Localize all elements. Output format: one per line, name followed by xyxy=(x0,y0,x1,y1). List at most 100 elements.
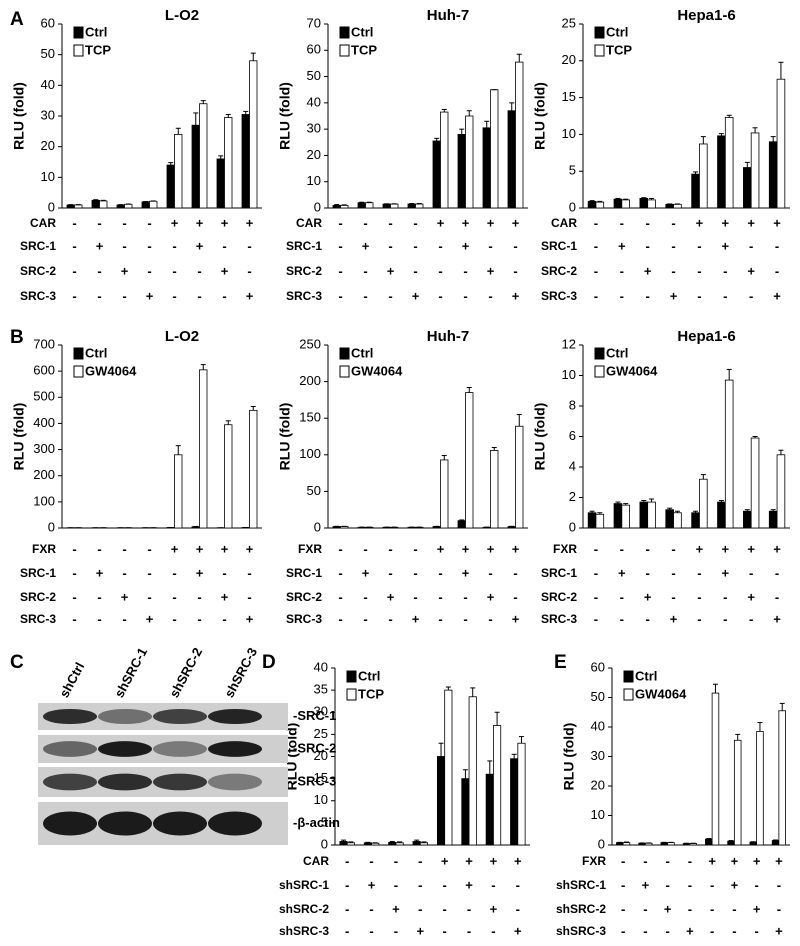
bar xyxy=(717,501,726,529)
blot-band xyxy=(208,708,262,725)
blot-band xyxy=(153,708,207,725)
condition-sign: - xyxy=(413,565,417,580)
error-bar xyxy=(615,197,621,200)
condition-sign: - xyxy=(438,238,442,253)
bar xyxy=(647,199,656,209)
condition-sign: - xyxy=(338,565,342,580)
y-tick-label: 15 xyxy=(562,89,576,104)
error-bar xyxy=(193,112,199,126)
y-tick-label: 70 xyxy=(307,15,321,30)
condition-label: shSRC-3 xyxy=(279,924,329,938)
error-bar xyxy=(243,110,249,115)
chart-title: L-O2 xyxy=(165,328,199,345)
error-bar xyxy=(441,455,447,460)
bar xyxy=(660,842,669,846)
condition-sign: - xyxy=(594,238,598,253)
condition-sign: - xyxy=(594,263,598,278)
condition-sign: + xyxy=(246,541,254,556)
condition-sign: - xyxy=(488,611,492,626)
condition-sign: + xyxy=(775,853,783,868)
y-tick-label: 20 xyxy=(307,147,321,162)
legend-swatch xyxy=(73,365,84,378)
error-bar xyxy=(773,839,779,841)
condition-sign: - xyxy=(438,263,442,278)
condition-label: SRC-2 xyxy=(286,264,322,278)
error-bar xyxy=(516,53,522,63)
condition-sign: - xyxy=(172,589,176,604)
condition-sign: - xyxy=(723,589,727,604)
condition-sign: - xyxy=(443,877,447,892)
condition-sign: - xyxy=(338,611,342,626)
y-tick-label: 5 xyxy=(321,814,328,829)
condition-sign: + xyxy=(747,215,755,230)
bar xyxy=(587,200,597,209)
error-bar xyxy=(511,753,517,759)
condition-sign: - xyxy=(646,238,650,253)
condition-sign: - xyxy=(621,901,625,916)
condition-label: SRC-3 xyxy=(286,612,322,626)
condition-label: SRC-3 xyxy=(541,289,577,303)
bar xyxy=(241,114,250,209)
legend-label: TCP xyxy=(358,686,384,701)
condition-sign: + xyxy=(146,288,154,303)
error-bar xyxy=(597,200,603,203)
condition-sign: - xyxy=(749,565,753,580)
bar xyxy=(465,115,474,209)
condition-sign: - xyxy=(345,853,349,868)
condition-sign: + xyxy=(196,565,204,580)
condition-sign: + xyxy=(487,263,495,278)
condition-sign: - xyxy=(97,589,101,604)
bar xyxy=(595,201,605,209)
condition-sign: - xyxy=(345,923,349,938)
error-bar xyxy=(366,201,372,203)
error-bar xyxy=(718,500,724,503)
y-tick-label: 5 xyxy=(569,163,576,178)
condition-sign: + xyxy=(512,541,520,556)
bar xyxy=(776,78,786,209)
y-tick-label: 10 xyxy=(314,792,328,807)
condition-sign: - xyxy=(72,565,76,580)
condition-sign: - xyxy=(72,611,76,626)
y-tick-label: 0 xyxy=(48,199,55,214)
condition-sign: - xyxy=(388,215,392,230)
error-bar xyxy=(623,198,629,200)
legend-swatch xyxy=(339,26,350,39)
bar xyxy=(517,742,526,846)
condition-label: SRC-1 xyxy=(541,566,577,580)
condition-sign: + xyxy=(722,215,730,230)
bar xyxy=(507,110,516,209)
y-tick-label: 40 xyxy=(41,77,55,92)
y-tick-label: 150 xyxy=(299,410,321,425)
bar xyxy=(733,739,742,846)
condition-sign: + xyxy=(753,853,761,868)
condition-sign: - xyxy=(122,215,126,230)
condition-sign: - xyxy=(363,288,367,303)
error-bar xyxy=(623,503,629,506)
error-bar xyxy=(589,200,595,202)
condition-sign: - xyxy=(122,238,126,253)
condition-sign: - xyxy=(463,263,467,278)
condition-sign: - xyxy=(620,611,624,626)
condition-sign: - xyxy=(620,589,624,604)
condition-sign: - xyxy=(467,901,471,916)
condition-sign: - xyxy=(418,853,422,868)
bar xyxy=(457,133,466,209)
bar xyxy=(149,200,158,209)
error-bar xyxy=(706,838,712,840)
condition-sign: - xyxy=(463,611,467,626)
bar xyxy=(665,203,674,209)
bar xyxy=(493,725,502,846)
blot-band xyxy=(43,811,97,836)
bar xyxy=(621,199,630,209)
legend-label: GW4064 xyxy=(635,686,687,701)
y-tick-label: 500 xyxy=(33,389,55,404)
condition-sign: - xyxy=(775,589,779,604)
condition-sign: + xyxy=(465,853,473,868)
y-tick-label: 50 xyxy=(307,68,321,83)
bar xyxy=(776,454,786,529)
y-tick-label: 100 xyxy=(299,446,321,461)
condition-sign: + xyxy=(773,215,781,230)
bar xyxy=(768,141,778,209)
condition-sign: + xyxy=(437,541,445,556)
condition-sign: - xyxy=(369,923,373,938)
